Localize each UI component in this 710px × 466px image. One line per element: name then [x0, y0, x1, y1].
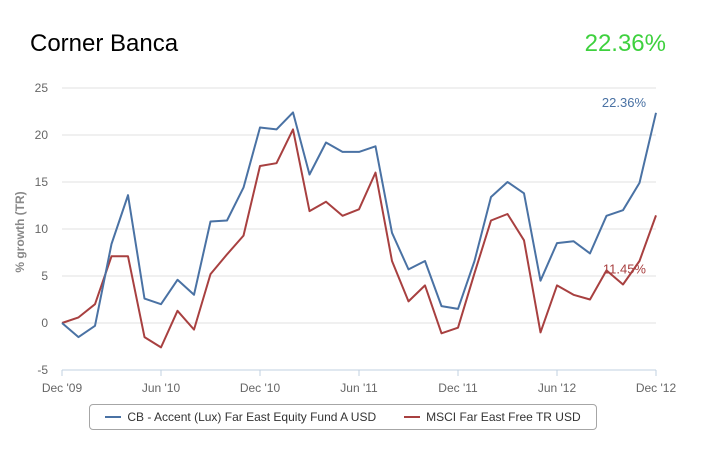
y-tick-label: -5: [37, 363, 48, 377]
x-tick-label: Dec '10: [240, 381, 281, 395]
y-tick-label: 5: [41, 269, 48, 283]
y-tick-label: 25: [35, 81, 49, 95]
y-tick-label: 20: [35, 128, 49, 142]
series-lines: [61, 111, 657, 349]
x-tick-label: Jun '12: [538, 381, 577, 395]
y-tick-label: 0: [41, 316, 48, 330]
headline-value: 22.36%: [584, 30, 666, 57]
y-axis-ticks: -5 0 5 10 15 20 25: [35, 81, 49, 377]
end-labels: 22.36% 11.45%: [602, 95, 647, 277]
x-tick-label: Dec '12: [636, 381, 677, 395]
y-tick-label: 10: [35, 222, 49, 236]
end-label-0: 22.36%: [602, 95, 647, 110]
legend-item-fund[interactable]: CB - Accent (Lux) Far East Equity Fund A…: [105, 410, 376, 424]
legend-label-index: MSCI Far East Free TR USD: [426, 410, 581, 424]
x-tick-label: Dec '11: [438, 381, 478, 395]
page-title: Corner Banca: [30, 30, 179, 57]
grid-lines: [62, 87, 656, 371]
legend-swatch-index: [404, 416, 421, 418]
line-chart: -5 0 5 10 15 20 25 Dec '09 Jun '10 Dec '10 Jun '1…: [13, 81, 677, 395]
x-tick-label: Jun '11: [340, 381, 378, 395]
legend-item-index[interactable]: MSCI Far East Free TR USD: [404, 410, 581, 424]
x-axis: Dec '09 Jun '10 Dec '10 Jun '11 Dec '11 Jun '…: [42, 369, 677, 395]
legend-label-fund: CB - Accent (Lux) Far East Equity Fund A…: [127, 410, 377, 424]
series-line-1: [61, 128, 657, 349]
series-line-0: [61, 111, 657, 339]
x-tick-label: Dec '09: [42, 381, 83, 395]
end-label-1: 11.45%: [603, 261, 647, 276]
x-tick-label: Jun '10: [142, 381, 181, 395]
y-axis-label: % growth (TR): [13, 191, 27, 272]
legend-swatch-fund: [105, 416, 122, 418]
y-tick-label: 15: [35, 175, 49, 189]
legend: CB - Accent (Lux) Far East Equity Fund A…: [89, 404, 597, 430]
